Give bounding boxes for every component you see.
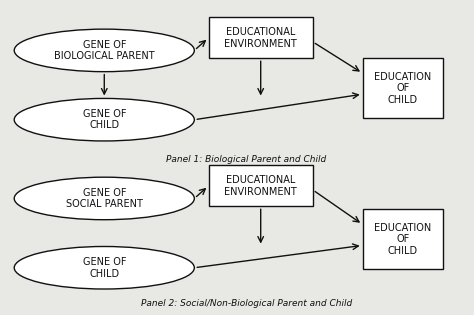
- Bar: [209, 17, 313, 58]
- Bar: [363, 209, 443, 269]
- Text: GENE OF
SOCIAL PARENT: GENE OF SOCIAL PARENT: [66, 188, 143, 209]
- Text: GENE OF
CHILD: GENE OF CHILD: [82, 109, 126, 130]
- Text: Panel 2: Social/Non-Biological Parent and Child: Panel 2: Social/Non-Biological Parent an…: [141, 300, 352, 308]
- Text: Panel 1: Biological Parent and Child: Panel 1: Biological Parent and Child: [166, 155, 327, 163]
- Ellipse shape: [14, 29, 194, 72]
- Text: GENE OF
CHILD: GENE OF CHILD: [82, 257, 126, 278]
- Text: GENE OF
BIOLOGICAL PARENT: GENE OF BIOLOGICAL PARENT: [54, 40, 155, 61]
- Bar: [363, 58, 443, 118]
- Text: EDUCATION
OF
CHILD: EDUCATION OF CHILD: [374, 72, 431, 105]
- Text: EDUCATIONAL
ENVIRONMENT: EDUCATIONAL ENVIRONMENT: [224, 175, 297, 197]
- Text: EDUCATIONAL
ENVIRONMENT: EDUCATIONAL ENVIRONMENT: [224, 27, 297, 49]
- Ellipse shape: [14, 98, 194, 141]
- Bar: [209, 165, 313, 206]
- Text: EDUCATION
OF
CHILD: EDUCATION OF CHILD: [374, 223, 431, 256]
- Ellipse shape: [14, 246, 194, 289]
- Ellipse shape: [14, 177, 194, 220]
